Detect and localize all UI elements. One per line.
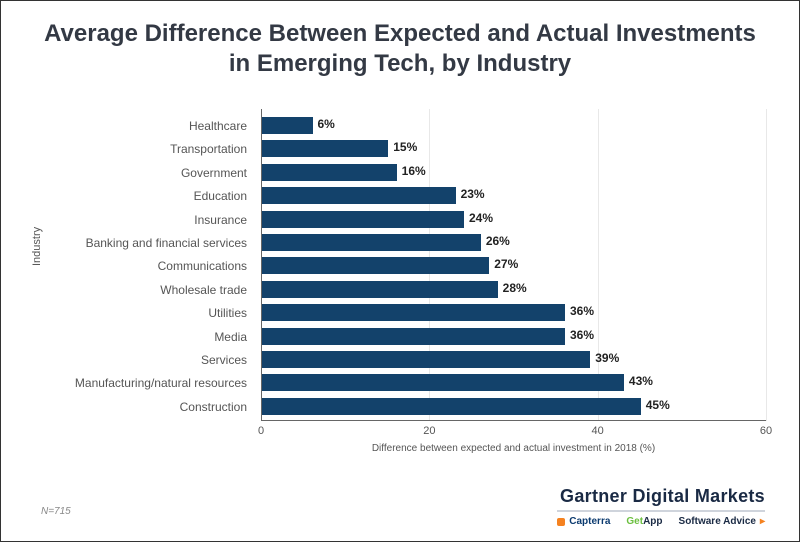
- brand-logo-main: Gartner Digital Markets: [557, 486, 765, 507]
- bar-value-label: 43%: [629, 374, 653, 388]
- x-tick-label: 20: [423, 425, 435, 437]
- bar-row: 23%: [261, 185, 766, 208]
- y-category-label: Media: [1, 326, 253, 349]
- y-category-label: Insurance: [1, 209, 253, 232]
- bar-value-label: 24%: [469, 211, 493, 225]
- y-category-label: Banking and financial services: [1, 232, 253, 255]
- getapp-label: GetApp: [626, 516, 662, 527]
- brand-getapp: GetApp: [626, 516, 662, 527]
- bar: [262, 234, 481, 251]
- brand-capterra: Capterra: [557, 516, 610, 527]
- y-category-label: Construction: [1, 396, 253, 419]
- x-axis-line: [261, 420, 766, 421]
- brand-software-advice: Software Advice ▸: [679, 516, 765, 527]
- software-advice-label: Software Advice: [679, 516, 756, 527]
- bar-value-label: 27%: [494, 257, 518, 271]
- bar-value-label: 6%: [318, 117, 335, 131]
- y-category-label: Government: [1, 162, 253, 185]
- y-category-label: Services: [1, 349, 253, 372]
- bar-row: 45%: [261, 396, 766, 419]
- bar-value-label: 28%: [503, 281, 527, 295]
- capterra-label: Capterra: [569, 516, 610, 527]
- bar-row: 6%: [261, 115, 766, 138]
- capterra-icon: [557, 518, 565, 526]
- bar: [262, 398, 641, 415]
- bar: [262, 281, 498, 298]
- bar-row: 39%: [261, 349, 766, 372]
- bar-value-label: 36%: [570, 328, 594, 342]
- bar-value-label: 15%: [393, 140, 417, 154]
- bar-row: 36%: [261, 302, 766, 325]
- brand-sub-logos: Capterra GetApp Software Advice ▸: [557, 510, 765, 527]
- y-category-label: Transportation: [1, 138, 253, 161]
- y-axis-labels: HealthcareTransportationGovernmentEducat…: [1, 115, 253, 419]
- bar: [262, 351, 590, 368]
- bar: [262, 374, 624, 391]
- x-axis-title: Difference between expected and actual i…: [261, 443, 766, 454]
- bar-row: 43%: [261, 372, 766, 395]
- gridline: [766, 109, 767, 421]
- bars-container: 6%15%16%23%24%26%27%28%36%36%39%43%45%: [261, 115, 766, 419]
- bar-value-label: 23%: [461, 187, 485, 201]
- bar: [262, 140, 388, 157]
- bar: [262, 117, 313, 134]
- bar: [262, 211, 464, 228]
- chart-plot-area: 6%15%16%23%24%26%27%28%36%36%39%43%45% 0…: [261, 109, 766, 439]
- bar-row: 16%: [261, 162, 766, 185]
- y-category-label: Education: [1, 185, 253, 208]
- x-tick-label: 0: [258, 425, 264, 437]
- sample-size-note: N=715: [41, 506, 71, 517]
- bar: [262, 328, 565, 345]
- x-tick-label: 40: [592, 425, 604, 437]
- y-category-label: Healthcare: [1, 115, 253, 138]
- bar: [262, 304, 565, 321]
- y-category-label: Manufacturing/natural resources: [1, 372, 253, 395]
- bar-row: 27%: [261, 255, 766, 278]
- y-category-label: Communications: [1, 255, 253, 278]
- y-category-label: Utilities: [1, 302, 253, 325]
- software-advice-icon: ▸: [760, 516, 765, 527]
- bar-row: 24%: [261, 209, 766, 232]
- bar-value-label: 36%: [570, 304, 594, 318]
- bar-row: 15%: [261, 138, 766, 161]
- branding-block: Gartner Digital Markets Capterra GetApp …: [557, 486, 765, 527]
- bar-row: 26%: [261, 232, 766, 255]
- bar-row: 36%: [261, 326, 766, 349]
- bar-row: 28%: [261, 279, 766, 302]
- bar-value-label: 39%: [595, 351, 619, 365]
- chart-title: Average Difference Between Expected and …: [1, 1, 799, 93]
- bar: [262, 164, 397, 181]
- bar-value-label: 26%: [486, 234, 510, 248]
- y-category-label: Wholesale trade: [1, 279, 253, 302]
- bar-value-label: 45%: [646, 398, 670, 412]
- x-axis-ticks: 0204060: [261, 425, 766, 439]
- bar: [262, 257, 489, 274]
- bar-value-label: 16%: [402, 164, 426, 178]
- bar: [262, 187, 456, 204]
- x-tick-label: 60: [760, 425, 772, 437]
